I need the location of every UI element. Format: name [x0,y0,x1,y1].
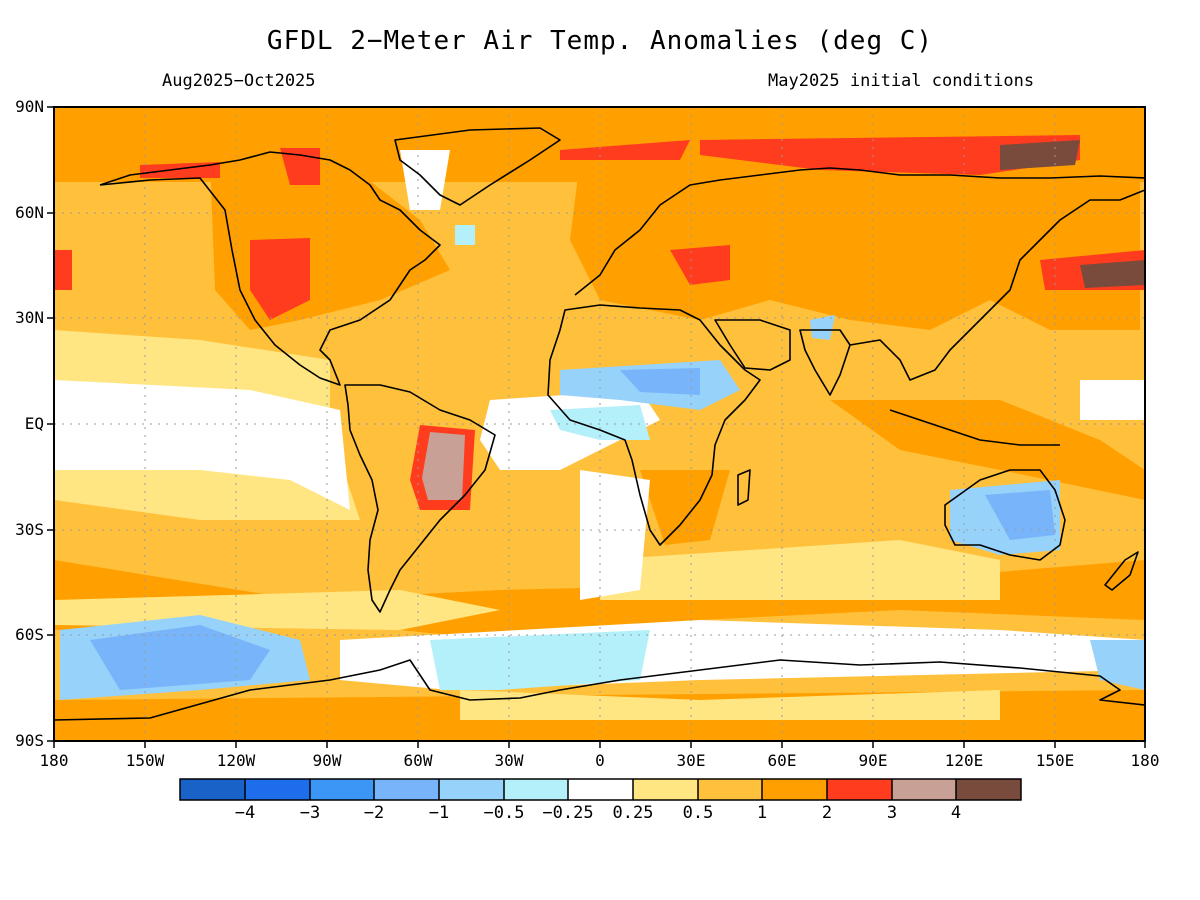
anomaly-cool-sahel-core [620,368,700,395]
lat-label-eq: EQ [24,414,44,433]
anomaly-hot-eastern-europe [670,245,730,285]
coastline-africa [547,304,761,546]
colorbar-swatch-5 [504,779,568,800]
lat-label-60s: 60S [15,625,44,644]
colorbar-swatch-8 [698,779,762,800]
anomaly-cool-ross-east [1090,640,1145,690]
colorbar-swatch-4 [439,779,504,800]
anomaly-cool-amundsen [90,625,270,690]
anomaly-cool-weddell [430,630,650,690]
lat-label-30n: 30N [15,308,44,327]
colorbar-label: −4 [234,803,256,823]
coastline-arabia [714,319,791,371]
anomaly-antarctic-coast [460,690,1000,720]
colorbar-label: 4 [950,803,962,823]
coastline-south-america [344,384,496,613]
colorbar-label: −2 [363,803,385,823]
anomaly-very-hot-brazil [422,432,465,500]
lon-label-30e: 30E [676,751,706,770]
lat-label-60n: 60N [15,203,44,222]
colorbar-swatch-7 [633,779,698,800]
lat-label-30s: 30S [15,520,44,539]
anomaly-extreme-east-siberia [1000,140,1080,170]
coastline-india [799,329,851,396]
anomaly-neutral-west-pacific [1080,380,1145,420]
lon-label-90e: 90E [858,751,888,770]
anomaly-cool-india [810,315,835,340]
graticule [54,107,1145,741]
lat-label-90s: 90S [15,731,44,750]
colorbar-label: 0.5 [682,803,714,823]
lon-label-150e: 150E [1035,751,1075,770]
coastline-europe [574,167,1145,296]
anomaly-cool-labrador [455,225,475,245]
lon-label-30w: 30W [494,751,524,770]
anomaly-eurasia [570,150,1140,330]
lon-label-90w: 90W [312,751,342,770]
anomaly-hot-siberia [700,135,1080,175]
colorbar-swatch-10 [827,779,892,800]
coastline-australia [944,469,1066,561]
lon-label-60e: 60E [767,751,797,770]
colorbar-swatch-3 [374,779,439,800]
coastline-north-america [99,151,441,386]
anomaly-south-africa [640,470,730,545]
colorbar-label: 0.25 [612,803,654,823]
colorbar [179,778,1022,801]
anomaly-field [54,107,1145,741]
colorbar-swatch-2 [310,779,374,800]
lon-label-180w: 180 [39,751,69,770]
colorbar-swatch-9 [762,779,827,800]
lon-label-120e: 120E [944,751,984,770]
colorbar-swatch-12 [956,779,1021,800]
anomaly-south-indian [600,540,1000,600]
colorbar-label: −3 [299,803,321,823]
lon-label-180e: 180 [1130,751,1160,770]
colorbar-swatch-6 [568,779,633,800]
coastline-asia-east [849,189,1145,381]
anomaly-hot-barents [560,140,690,160]
colorbar-label: −1 [428,803,450,823]
coastline-indonesia [889,409,1060,446]
anomaly-neutral-south-atlantic [580,470,650,600]
map-title: GFDL 2−Meter Air Temp. Anomalies (deg C) [266,26,934,56]
lon-label-120w: 120W [216,751,256,770]
anomaly-extreme-nw-pacific [1080,260,1145,288]
anomaly-neutral-pacific [54,380,350,510]
colorbar-swatch-0 [180,779,245,800]
lat-label-90n: 90N [15,97,44,116]
colorbar-label: 3 [886,803,898,823]
anomaly-indian-ocean [830,400,1145,500]
coastline-antarctica [54,659,1145,721]
anomaly-cool-australia-core [985,490,1055,540]
forecast-period: Aug2025−Oct2025 [162,71,316,91]
lon-label-60w: 60W [403,751,433,770]
colorbar-label: 2 [821,803,833,823]
initial-conditions: May2025 initial conditions [768,71,1035,91]
coastlines [54,127,1145,721]
lon-label-150w: 150W [125,751,165,770]
coastline-new-zealand [1104,551,1139,591]
colorbar-label: −0.25 [542,803,594,823]
lon-label-0: 0 [595,751,605,770]
coastline-madagascar [737,469,751,506]
anomaly-hot-north-pacific [54,250,72,290]
axis-ticks [47,106,1146,748]
colorbar-label: −0.5 [483,803,525,823]
anomaly-hot-western-us [250,238,310,320]
colorbar-swatch-1 [245,779,310,800]
anomaly-cool-gulf-guinea [550,405,650,440]
colorbar-label: 1 [756,803,768,823]
coastline-greenland [394,127,561,206]
colorbar-swatch-11 [892,779,956,800]
